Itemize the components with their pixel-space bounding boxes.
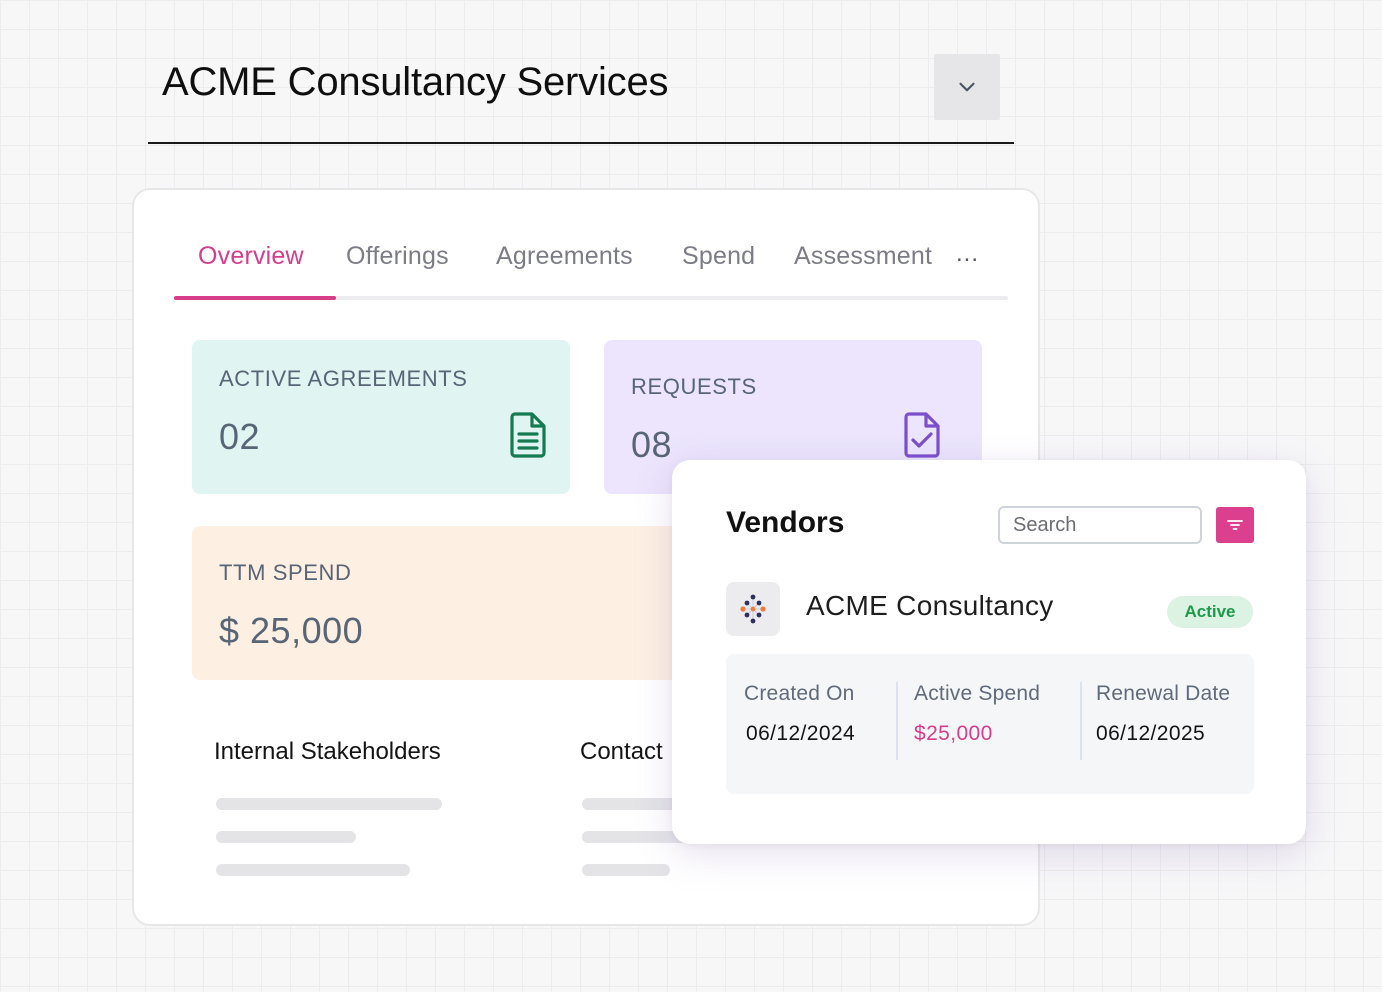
vendor-name[interactable]: ACME Consultancy xyxy=(806,590,1054,621)
chevron-down-icon xyxy=(959,82,975,92)
document-icon xyxy=(510,412,546,458)
filter-button[interactable] xyxy=(1216,507,1254,543)
requests-value: 08 xyxy=(631,424,673,465)
active-spend-value: $25,000 xyxy=(914,722,993,745)
renewal-date-label: Renewal Date xyxy=(1096,682,1231,705)
header-dropdown-button[interactable] xyxy=(934,54,1000,120)
active-spend-field: Active Spend $25,000 xyxy=(914,682,1040,746)
active-spend-label: Active Spend xyxy=(914,682,1041,705)
skeleton-line xyxy=(216,864,410,876)
tab-overview[interactable]: Overview xyxy=(198,242,304,270)
vendors-panel: Vendors ACME Consultancy Active Created … xyxy=(672,460,1306,844)
network-logo-icon xyxy=(740,594,766,624)
search-input[interactable] xyxy=(998,506,1202,544)
tab-track xyxy=(174,296,1008,300)
vendor-logo xyxy=(726,582,780,636)
active-agreements-label: ACTIVE AGREEMENTS xyxy=(219,366,468,391)
active-agreements-value: 02 xyxy=(219,416,261,457)
tab-offerings[interactable]: Offerings xyxy=(346,242,449,270)
page-title: ACME Consultancy Services xyxy=(162,60,669,104)
contacts-heading: Contact xyxy=(580,738,663,765)
vendor-details: Created On 06/12/2024 Active Spend $25,0… xyxy=(726,654,1254,794)
ttm-spend-label: TTM SPEND xyxy=(219,560,352,585)
status-badge: Active xyxy=(1167,596,1253,628)
renewal-date-value: 06/12/2025 xyxy=(1096,722,1206,745)
page-header: ACME Consultancy Services xyxy=(148,48,1014,144)
vendors-title: Vendors xyxy=(726,506,845,539)
created-on-value: 06/12/2024 xyxy=(746,722,856,745)
internal-stakeholders-heading: Internal Stakeholders xyxy=(214,738,441,765)
ttm-spend-value: $ 25,000 xyxy=(219,610,364,651)
detail-divider xyxy=(1080,682,1082,760)
tab-agreements[interactable]: Agreements xyxy=(496,242,633,270)
skeleton-line xyxy=(216,831,356,843)
document-check-icon xyxy=(904,412,940,458)
skeleton-line xyxy=(216,798,442,810)
tab-spend[interactable]: Spend xyxy=(682,242,756,270)
active-tab-indicator xyxy=(174,296,336,300)
renewal-date-field: Renewal Date 06/12/2025 xyxy=(1096,682,1230,746)
filter-icon xyxy=(1227,520,1243,530)
created-on-field: Created On 06/12/2024 xyxy=(744,682,855,746)
requests-label: REQUESTS xyxy=(631,374,757,399)
detail-divider xyxy=(896,682,898,760)
created-on-label: Created On xyxy=(744,682,855,705)
skeleton-line xyxy=(582,864,670,876)
tabs-more-button[interactable]: ... xyxy=(956,240,980,267)
tab-bar: Overview Offerings Agreements Spend Asse… xyxy=(174,230,1008,300)
active-agreements-card[interactable]: ACTIVE AGREEMENTS 02 xyxy=(192,340,570,494)
tab-assessment[interactable]: Assessment xyxy=(794,242,933,270)
skeleton-line xyxy=(582,831,702,843)
